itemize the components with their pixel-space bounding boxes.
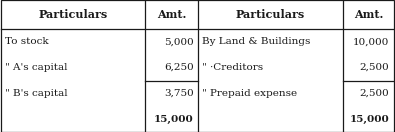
Text: 10,000: 10,000 [353,37,389,46]
Text: 15,000: 15,000 [154,115,194,124]
Text: 2,500: 2,500 [359,63,389,72]
Text: 5,000: 5,000 [164,37,194,46]
Text: Amt.: Amt. [157,9,186,20]
Text: " A's capital: " A's capital [5,63,68,72]
Text: By Land & Buildings: By Land & Buildings [202,37,310,46]
Text: " ·Creditors: " ·Creditors [202,63,263,72]
Text: 6,250: 6,250 [164,63,194,72]
Text: 2,500: 2,500 [359,89,389,98]
Text: 15,000: 15,000 [349,115,389,124]
Text: 3,750: 3,750 [164,89,194,98]
Text: " Prepaid expense: " Prepaid expense [202,89,297,98]
Text: Particulars: Particulars [39,9,108,20]
Text: To stock: To stock [5,37,49,46]
Text: Particulars: Particulars [236,9,305,20]
Text: " B's capital: " B's capital [5,89,68,98]
Text: Amt.: Amt. [354,9,383,20]
